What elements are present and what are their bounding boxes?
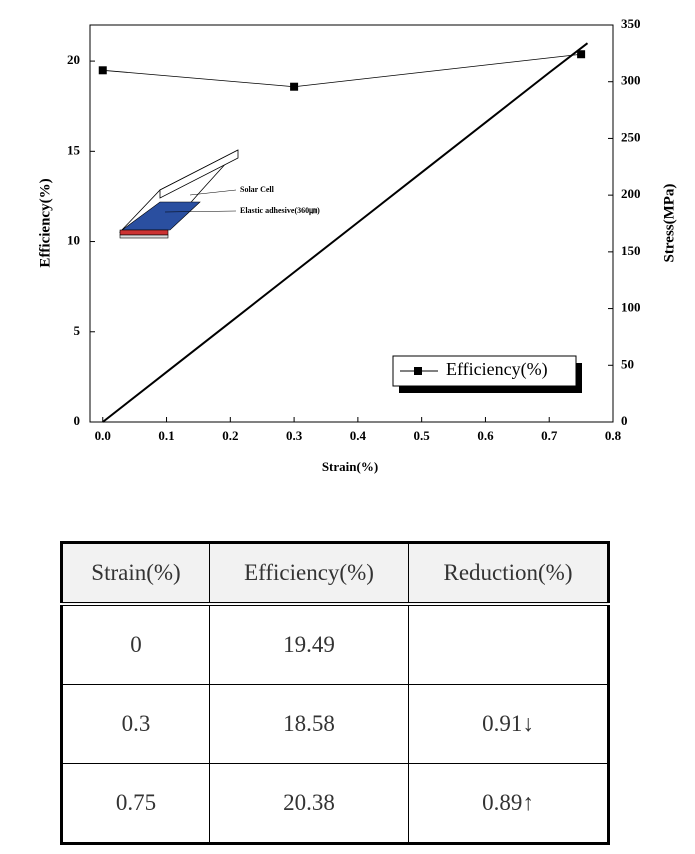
inset-diagram	[119, 149, 239, 239]
table-cell: 0.89↑	[408, 763, 609, 844]
x-tick-label: 0.5	[414, 428, 431, 443]
series-line	[102, 53, 582, 88]
y2-tick-label: 50	[621, 356, 634, 371]
x-tick-label: 0.0	[95, 428, 111, 443]
table-cell: 0	[61, 603, 210, 685]
x-tick-label: 0.7	[541, 428, 558, 443]
x-tick-label: 0.3	[286, 428, 303, 443]
y2-axis-label: Stress(MPa)	[661, 184, 677, 263]
chart: Strain(%) Efficiency(%) Stress(MPa) Sola…	[37, 16, 677, 474]
table-cell: 20.38	[209, 763, 409, 844]
x-tick-label: 0.8	[605, 428, 622, 443]
marker	[577, 50, 586, 59]
y-tick-label: 10	[67, 233, 80, 248]
y2-tick-label: 100	[621, 300, 641, 315]
series-line	[102, 42, 589, 423]
y-tick-label: 20	[67, 52, 80, 67]
x-tick-label: 0.6	[477, 428, 494, 443]
data-table: Strain(%) Efficiency(%) Reduction(%) 0 19.49…	[60, 541, 610, 845]
y-tick-label: 15	[67, 142, 81, 157]
y2-tick-label: 250	[621, 129, 641, 144]
x-tick-label: 0.1	[158, 428, 174, 443]
table-row: 0 19.49	[61, 603, 609, 685]
x-tick-label: 0.2	[222, 428, 238, 443]
y2-tick-label: 350	[621, 16, 641, 31]
legend-marker	[414, 367, 422, 375]
table-cell: 0.3	[61, 684, 210, 764]
marker	[290, 82, 299, 91]
x-tick-label: 0.4	[350, 428, 367, 443]
table-cell	[408, 603, 609, 685]
table-cell: Reduction(%)	[408, 542, 609, 606]
table-cell: 0.75	[61, 763, 210, 844]
y2-tick-label: 0	[621, 413, 628, 428]
table-cell: 0.91↓	[408, 684, 609, 764]
y-tick-label: 5	[74, 323, 81, 338]
annotation: Solar Cell	[240, 185, 275, 194]
table-cell: Efficiency(%)	[209, 542, 409, 606]
table-row: Strain(%) Efficiency(%) Reduction(%)	[61, 542, 609, 606]
table-row: 0.3 18.58 0.91↓	[61, 684, 609, 764]
y-tick-label: 0	[74, 413, 81, 428]
y2-tick-label: 300	[621, 73, 641, 88]
y-axis-label: Efficiency(%)	[37, 178, 53, 267]
table-body: Strain(%) Efficiency(%) Reduction(%) 0 19.49…	[61, 542, 609, 844]
legend-label: Efficiency(%)	[446, 359, 548, 380]
plot-frame	[89, 24, 614, 423]
marker	[98, 66, 107, 75]
y2-tick-label: 150	[621, 243, 641, 258]
table-cell: 19.49	[209, 603, 409, 685]
table-cell: 18.58	[209, 684, 409, 764]
annotation: Elastic adhesive(360㎛)	[240, 206, 320, 216]
legend-box	[392, 355, 577, 387]
y2-tick-label: 200	[621, 186, 641, 201]
table-row: 0.75 20.38 0.89↑	[61, 763, 609, 844]
x-axis-label: Strain(%)	[322, 459, 378, 474]
table-cell: Strain(%)	[61, 542, 210, 606]
